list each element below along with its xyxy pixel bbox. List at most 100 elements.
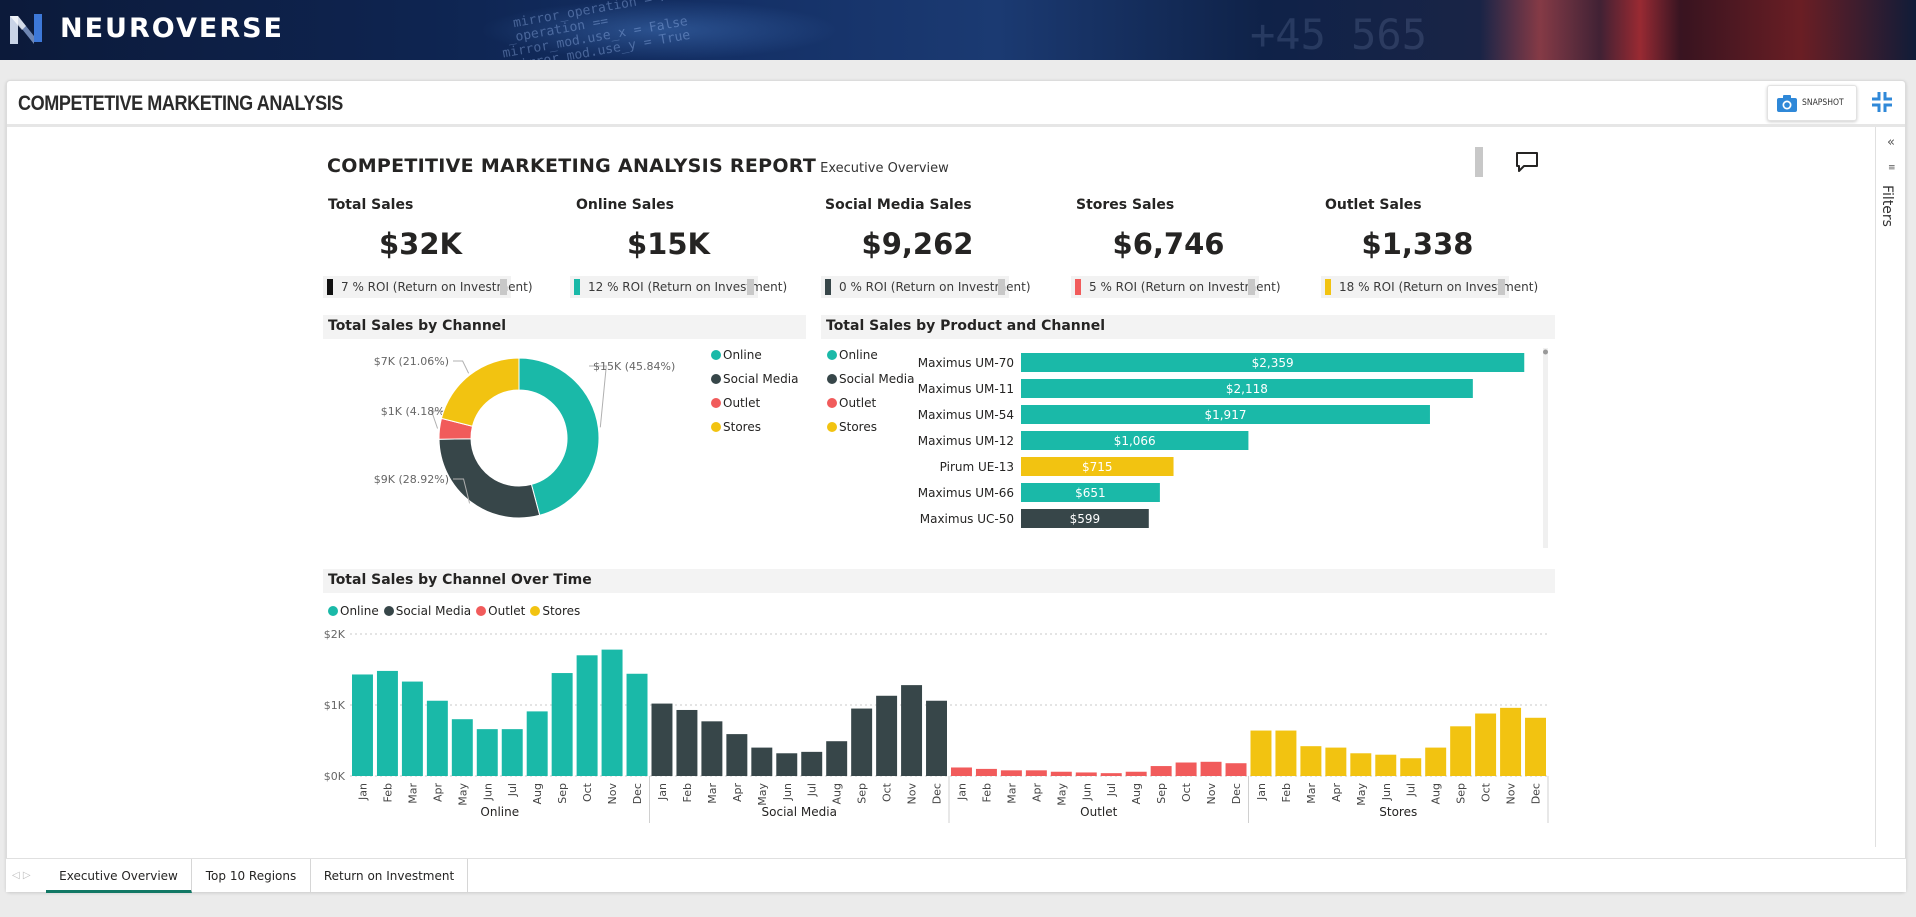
legend-item-outlet[interactable]: Outlet (827, 391, 914, 415)
filters-pane[interactable]: « ≡ Filters (1875, 127, 1905, 847)
month-tick-label: Feb (681, 783, 694, 802)
donut-chart[interactable]: $15K (45.84%) $9K (28.92%) $1K (4.18%) $7K … (323, 345, 713, 545)
month-tick-label: Jul (806, 783, 819, 797)
legend-item-outlet[interactable]: Outlet (476, 604, 525, 618)
month-tick-label: Dec (931, 783, 944, 804)
month-tick-label: May (456, 783, 469, 806)
product-bar-chart[interactable]: Maximus UM-70 $2,359 Maximus UM-11 $2,118 Ma… (905, 348, 1555, 548)
month-tick-label: Feb (1280, 783, 1293, 802)
month-tick-label: Apr (731, 783, 744, 803)
snapshot-label: SNAPSHOT (1802, 98, 1844, 108)
month-tick-label: Nov (1505, 783, 1518, 805)
roi-stores: 5 % ROI (Return on Investment) (1071, 276, 1281, 298)
month-tick-label: Dec (631, 783, 644, 804)
legend-item-online[interactable]: Online (827, 343, 914, 367)
time-column-bar (1375, 754, 1397, 776)
month-tick-label: Oct (581, 782, 594, 802)
legend-item-stores[interactable]: Stores (827, 415, 914, 439)
donut-data-label: $9K (28.92%) (374, 473, 449, 486)
legend-label: Outlet (488, 604, 526, 618)
month-tick-label: Jul (1105, 783, 1118, 797)
time-column-bar (376, 670, 398, 776)
legend-item-stores[interactable]: Stores (711, 415, 798, 439)
product-bar (1021, 483, 1160, 502)
legend-item-outlet[interactable]: Outlet (711, 391, 798, 415)
time-column-bar (676, 709, 698, 776)
product-bar (1021, 509, 1149, 528)
time-column-bar (576, 655, 598, 776)
month-tick-label: Aug (531, 783, 544, 804)
over-time-column-chart[interactable]: $0K $1K $2K Jan Feb Mar Apr May Jun Jul Aug Sep Oct N… (316, 618, 1556, 830)
time-column-bar (626, 673, 648, 776)
time-column-bar (501, 729, 523, 776)
month-tick-label: Mar (1005, 783, 1018, 804)
snapshot-button[interactable]: SNAPSHOT (1767, 85, 1857, 121)
time-column-bar (851, 708, 873, 776)
roi-end-marker (747, 279, 754, 295)
time-column-bar (1125, 771, 1147, 776)
legend-dot (530, 606, 541, 616)
roi-swatch (1075, 279, 1081, 295)
roi-text: 0 % ROI (Return on Investment) (839, 280, 1031, 294)
legend-label: Online (723, 348, 762, 362)
product-category-label: Maximus UM-66 (918, 486, 1014, 500)
month-tick-label: Apr (431, 783, 444, 803)
kpi-title: Social Media Sales (825, 197, 972, 213)
legend-label: Stores (723, 420, 761, 434)
roi-end-marker (500, 279, 507, 295)
filters-label[interactable]: Filters (1879, 185, 1895, 227)
page-tabs: ◁ ▷ Executive Overview Top 10 Regions Re… (6, 858, 1906, 893)
product-category-label: Maximus UM-54 (918, 408, 1014, 422)
collapse-icon[interactable] (1869, 89, 1895, 115)
section-header-over-time: Total Sales by Channel Over Time (323, 569, 1555, 593)
month-tick-label: Apr (1030, 783, 1043, 803)
kpi-online-sales: Online Sales $15K (576, 197, 766, 261)
tab-top-10-regions[interactable]: Top 10 Regions (192, 859, 311, 893)
time-column-bar (751, 747, 773, 776)
legend-item-online[interactable]: Online (711, 343, 798, 367)
time-column-bar (1250, 730, 1272, 776)
roi-end-marker (1248, 279, 1255, 295)
month-tick-label: Jan (1255, 783, 1268, 801)
legend-label: Stores (542, 604, 581, 618)
section-header-product-bars: Total Sales by Product and Channel (821, 315, 1555, 339)
month-tick-label: Apr (1330, 783, 1343, 803)
month-tick-label: Jan (656, 783, 669, 801)
legend-item-social-media[interactable]: Social Media (711, 367, 798, 391)
y-tick-label: $0K (324, 770, 346, 783)
roi-text: 12 % ROI (Return on Investment) (588, 280, 788, 294)
tab-nav-arrows-icon[interactable]: ◁ ▷ (12, 870, 31, 881)
legend-item-social-media[interactable]: Social Media (383, 604, 471, 618)
product-bar (1021, 379, 1473, 398)
channel-group-label: Social Media (762, 805, 837, 819)
tab-executive-overview[interactable]: Executive Overview (46, 859, 192, 893)
time-column-bar (601, 649, 623, 776)
report-title-text: COMPETITIVE MARKETING ANALYSIS REPORT (327, 155, 817, 177)
legend-dot (711, 350, 721, 360)
product-chart-scroll-thumb (1543, 349, 1548, 355)
legend-item-social-media[interactable]: Social Media (827, 367, 914, 391)
filter-lines-icon: ≡ (1888, 163, 1896, 173)
kpi-stores-sales: Stores Sales $6,746 (1076, 197, 1266, 261)
double-chevron-left-icon[interactable]: « (1887, 135, 1895, 150)
month-tick-label: Aug (831, 783, 844, 804)
donut-legend: Online Social Media Outlet Stores (711, 343, 798, 439)
comment-icon[interactable] (1515, 151, 1539, 173)
product-bar-value-label: $2,118 (1226, 382, 1268, 396)
kpi-outlet-sales: Outlet Sales $1,338 (1325, 197, 1515, 261)
product-chart-scrollbar (1543, 348, 1548, 548)
legend-dot (328, 606, 338, 616)
legend-item-stores[interactable]: Stores (530, 604, 580, 618)
product-bar (1021, 405, 1430, 424)
time-column-bar (1150, 766, 1172, 776)
legend-item-online[interactable]: Online (328, 604, 379, 618)
channel-group-label: Stores (1379, 805, 1417, 819)
time-column-bar (951, 767, 972, 776)
month-tick-label: Jul (506, 783, 519, 797)
roi-swatch (574, 279, 580, 295)
legend-dot (711, 374, 721, 384)
month-tick-label: Aug (1430, 783, 1443, 804)
tab-return-on-investment[interactable]: Return on Investment (311, 859, 468, 893)
legend-label: Stores (839, 420, 877, 434)
banner-background-number: +45 565 (1250, 10, 1428, 59)
